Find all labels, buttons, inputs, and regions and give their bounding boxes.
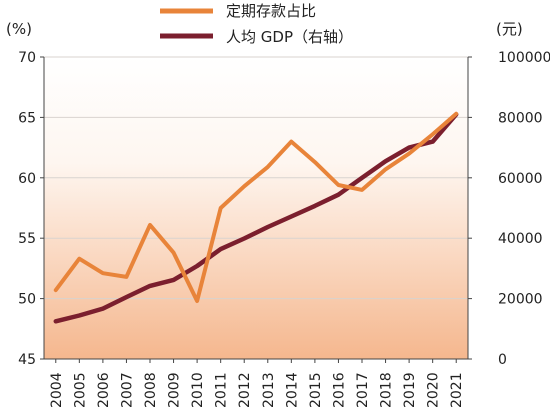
right-tick-label-4: 80000 <box>498 110 543 126</box>
x-tick-label-2008: 2008 <box>143 372 159 408</box>
legend-label-gdp: 人均 GDP（右轴） <box>226 28 353 46</box>
left-tick-label-0: 45 <box>18 352 36 368</box>
plot-background <box>44 57 468 359</box>
left-tick-label-3: 60 <box>18 171 36 187</box>
left-tick-label-5: 70 <box>18 50 36 66</box>
x-tick-label-2014: 2014 <box>284 372 300 408</box>
x-tick-label-2006: 2006 <box>96 372 112 408</box>
left-tick-label-4: 65 <box>18 110 36 126</box>
series-line-savings <box>53 111 459 303</box>
axes: 45 50 55 60 65 70 0 20000 40000 60000 80000 100000 2… <box>18 50 550 408</box>
series-line-gdp <box>53 112 459 324</box>
legend-label-savings: 定期存款占比 <box>226 2 316 20</box>
x-tick-label-2007: 2007 <box>119 372 135 408</box>
right-axis-unit: (元) <box>496 20 523 38</box>
x-tick-label-2005: 2005 <box>72 372 88 408</box>
x-tick-label-2020: 2020 <box>426 372 442 408</box>
left-tick-label-1: 50 <box>18 292 36 308</box>
right-tick-label-2: 40000 <box>498 231 543 247</box>
x-tick-label-2009: 2009 <box>167 372 183 408</box>
x-tick-label-2017: 2017 <box>355 372 371 408</box>
x-tick-label-2015: 2015 <box>308 372 324 408</box>
x-tick-label-2019: 2019 <box>402 372 418 408</box>
x-tick-label-2018: 2018 <box>379 372 395 408</box>
left-axis-unit: (%) <box>6 20 32 38</box>
x-tick-label-2010: 2010 <box>190 372 206 408</box>
x-tick-label-2012: 2012 <box>237 372 253 408</box>
right-tick-label-1: 20000 <box>498 292 543 308</box>
x-tick-label-2016: 2016 <box>331 372 347 408</box>
left-tick-label-2: 55 <box>18 231 36 247</box>
right-tick-label-3: 60000 <box>498 171 543 187</box>
x-tick-label-2021: 2021 <box>449 372 465 408</box>
legend: 定期存款占比 人均 GDP（右轴） <box>160 2 353 46</box>
x-tick-label-2004: 2004 <box>49 372 65 408</box>
x-tick-label-2011: 2011 <box>214 372 230 408</box>
series-layer <box>53 111 459 324</box>
right-tick-label-5: 100000 <box>498 50 550 66</box>
x-tick-label-2013: 2013 <box>261 372 277 408</box>
right-tick-label-0: 0 <box>498 352 507 368</box>
